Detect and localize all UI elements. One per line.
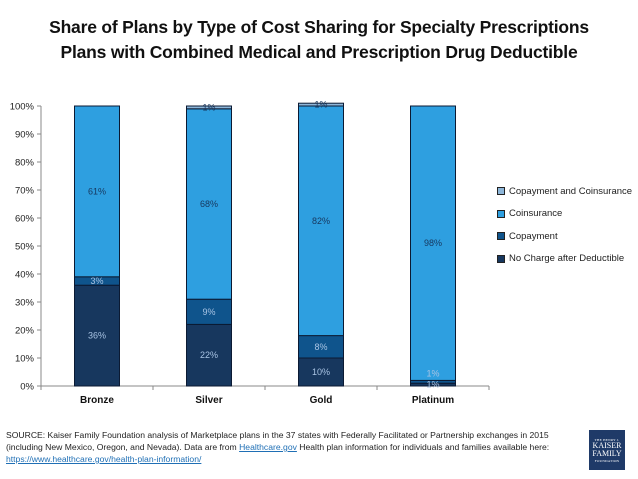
source-footer: SOURCE: Kaiser Family Foundation analysi… (6, 429, 576, 465)
legend-label: Copayment and Coinsurance (509, 185, 633, 197)
y-tick-label: 100% (10, 102, 35, 113)
data-label: 22% (200, 350, 218, 360)
data-label: 1% (202, 102, 215, 112)
bar-segment-silver-no-charge-after-deductible (186, 323, 232, 387)
y-tick-label: 0% (20, 382, 34, 393)
data-label: 3% (90, 276, 103, 286)
stacked-bar-chart: 0% 10% 20% 30% 40% 50% 60% 70% 80% 90% 100% 36% 3% 61… (10, 100, 490, 406)
y-tick-label: 90% (15, 130, 35, 141)
data-label: 1% (426, 380, 439, 390)
data-label: 82% (312, 216, 330, 226)
y-tick-label: 30% (15, 298, 35, 309)
data-label: 61% (88, 186, 106, 196)
bar-segment-platinum-coinsurance (410, 105, 456, 381)
logo-line3: FAMILY (592, 449, 622, 458)
legend-item: No Charge after Deductible (497, 248, 632, 271)
y-tick-label: 60% (15, 214, 35, 225)
logo-line1: THE HENRY J. (594, 437, 620, 442)
logo-line4: FOUNDATION (594, 458, 620, 463)
data-label: 1% (426, 368, 439, 378)
y-tick-label: 70% (15, 186, 35, 197)
legend-swatch (497, 232, 505, 241)
x-category-label: Bronze (80, 395, 114, 406)
data-label: 9% (202, 307, 215, 317)
legend: Copayment and Coinsurance Coinsurance Copa… (497, 180, 632, 270)
bar-segment-gold-copayment-and-coinsurance (298, 102, 344, 107)
data-label: 68% (200, 199, 218, 209)
x-category-label: Platinum (412, 395, 454, 406)
legend-swatch (497, 254, 505, 263)
y-tick-label: 10% (15, 354, 35, 365)
data-label: 10% (312, 367, 330, 377)
data-label: 8% (314, 342, 327, 352)
health-plan-information-link[interactable]: https://www.healthcare.gov/health-plan-i… (6, 454, 202, 464)
data-label: 1% (314, 100, 327, 110)
legend-item: Copayment (497, 225, 632, 248)
y-tick-label: 80% (15, 158, 35, 169)
bar-segment-gold-coinsurance (298, 105, 344, 337)
chart-title: Share of Plans by Type of Cost Sharing f… (49, 17, 589, 37)
y-tick-label: 20% (15, 326, 35, 337)
y-tick-label: 50% (15, 242, 35, 253)
bar-segment-bronze-coinsurance (74, 105, 120, 278)
source-middle-text: Health plan information for individuals … (296, 442, 550, 452)
healthcare-gov-link[interactable]: Healthcare.gov (239, 442, 297, 452)
legend-label: Copayment (509, 230, 558, 242)
y-tick-label: 40% (15, 270, 35, 281)
kff-logo: THE HENRY J. KAISER FAMILY FOUNDATION (589, 430, 625, 470)
source-text: SOURCE: Kaiser Family Foundation analysi… (6, 430, 549, 452)
legend-item: Copayment and Coinsurance (497, 180, 632, 203)
x-category-label: Silver (195, 395, 222, 406)
x-category-label: Gold (310, 395, 333, 406)
legend-label: Coinsurance (509, 208, 563, 220)
logo-line2: KAISER (592, 440, 622, 450)
bar-segment-silver-copayment-and-coinsurance (186, 105, 232, 110)
data-label: 36% (88, 331, 106, 341)
chart-subtitle: Plans with Combined Medical and Prescrip… (60, 42, 578, 62)
data-label: 98% (424, 238, 442, 248)
legend-item: Coinsurance (497, 203, 632, 226)
legend-swatch (497, 187, 505, 196)
legend-swatch (497, 209, 505, 218)
legend-label: No Charge after Deductible (509, 253, 625, 265)
